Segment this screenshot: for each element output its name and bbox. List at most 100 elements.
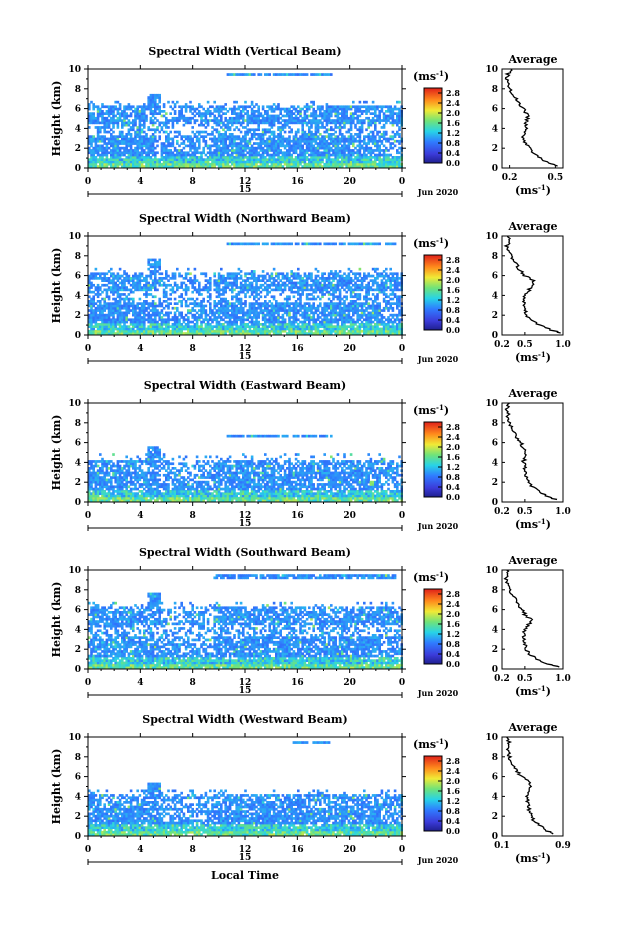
heatmap-cell [189, 311, 192, 315]
heatmap-cell [158, 158, 161, 161]
heatmap-cell [303, 116, 307, 120]
heatmap-cell [112, 160, 115, 164]
heatmap-cell [145, 156, 148, 159]
heatmap-cell [96, 130, 100, 134]
heatmap-cell [116, 277, 120, 280]
heatmap-cell [191, 112, 194, 115]
heatmap-cell [125, 320, 128, 324]
heatmap-cell [316, 160, 320, 164]
heatmap-cell [215, 123, 219, 127]
heatmap-cell [125, 274, 128, 278]
heatmap-cell [231, 313, 234, 317]
heatmap-cell [213, 121, 216, 125]
heatmap-cell [277, 318, 280, 322]
heatmap-cell [360, 139, 364, 143]
heatmap-cell [198, 316, 201, 319]
heatmap-cell [134, 146, 137, 150]
heatmap-cell [118, 116, 122, 120]
heatmap-cell [299, 283, 302, 287]
heatmap-cell [323, 156, 326, 159]
heatmap-cell [213, 158, 216, 161]
heatmap-cell [121, 112, 124, 115]
heatmap-cell [299, 144, 302, 148]
heatmap-cell [213, 135, 216, 138]
heatmap-cell [140, 302, 144, 305]
heatmap-cell [178, 149, 181, 152]
heatmap-cell [99, 327, 102, 331]
heatmap-cell [134, 139, 137, 143]
heatmap-cell [200, 162, 203, 166]
heatmap-cell [239, 316, 243, 319]
heatmap-cell [176, 316, 179, 319]
heatmap-cell [235, 313, 238, 317]
heatmap-cell [319, 119, 322, 122]
heatmap-cell [118, 313, 122, 317]
heatmap-cell [156, 311, 159, 315]
heatmap-cell [255, 114, 258, 118]
heatmap-cell [338, 107, 342, 111]
heatmap-cell [303, 323, 307, 326]
heatmap-cell [253, 297, 256, 301]
heatmap-cell [272, 116, 276, 120]
heatmap-cell [228, 139, 232, 143]
heatmap-cell [303, 165, 307, 168]
chart-title: Spectral Width (Northward Beam) [139, 212, 351, 225]
heatmap-cell [294, 283, 298, 287]
heatmap-cell [270, 329, 274, 333]
heatmap-cell [105, 320, 109, 324]
heatmap-cell [132, 110, 135, 113]
heatmap-cell [393, 121, 397, 125]
heatmap-cell [288, 302, 291, 305]
heatmap-cell [374, 135, 377, 138]
heatmap-cell [206, 325, 210, 328]
heatmap-cell [330, 142, 333, 145]
heatmap-cell [215, 107, 219, 111]
heatmap-cell [121, 332, 124, 335]
heatmap-cell [334, 110, 337, 113]
heatmap-cell [88, 162, 91, 166]
heatmap-cell [154, 265, 157, 269]
heatmap-cell [288, 126, 291, 129]
heatmap-cell [134, 306, 137, 310]
heatmap-cell [376, 139, 379, 143]
heatmap-cell [129, 288, 133, 292]
heatmap-cell [211, 151, 214, 155]
heatmap-cell [244, 332, 247, 335]
heatmap-cell [105, 162, 109, 166]
heatmap-cell [149, 302, 153, 305]
heatmap-cell [143, 110, 146, 113]
heatmap-cell [367, 137, 370, 141]
heatmap-cell [101, 153, 104, 157]
heatmap-cell [101, 110, 104, 113]
heatmap-cell [308, 242, 311, 246]
heatmap-cell [250, 165, 254, 168]
heatmap-cell [259, 156, 263, 159]
heatmap-cell [204, 110, 208, 113]
heatmap-cell [92, 311, 95, 315]
heatmap-cell [101, 135, 104, 138]
heatmap-cell [250, 156, 254, 159]
heatmap-cell [110, 327, 113, 331]
heatmap-cell [288, 309, 291, 312]
heatmap-cell [96, 146, 100, 150]
heatmap-cell [226, 302, 230, 305]
heatmap-cell [250, 274, 254, 278]
heatmap-cell [257, 151, 260, 155]
heatmap-cell [330, 158, 333, 161]
heatmap-cell [112, 302, 115, 305]
heatmap-cell [217, 165, 221, 168]
heatmap-cell [360, 126, 364, 129]
heatmap-cell [162, 103, 166, 106]
heatmap-cell [279, 121, 282, 125]
heatmap-cell [270, 327, 274, 331]
heatmap-cell [167, 144, 170, 148]
heatmap-cell [303, 242, 307, 246]
heatmap-cell [101, 103, 104, 106]
heatmap-cell [195, 146, 199, 150]
heatmap-cell [354, 110, 357, 113]
heatmap-cell [182, 160, 186, 164]
heatmap-cell [191, 160, 194, 164]
heatmap-cell [162, 160, 166, 164]
heatmap-cell [312, 114, 315, 118]
heatmap-cell [365, 162, 368, 166]
